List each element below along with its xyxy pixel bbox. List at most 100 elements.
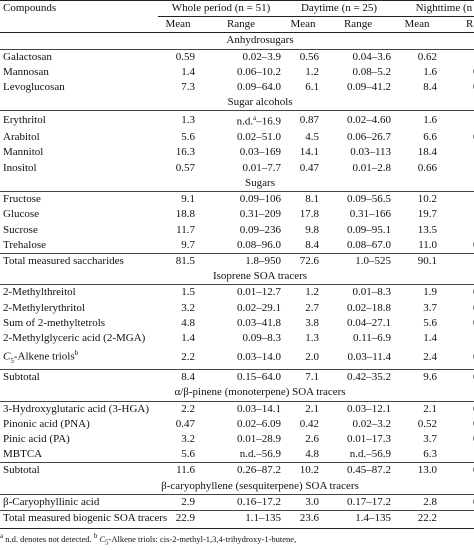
- mean-cell: 6.6: [423, 131, 438, 144]
- group-header: Daytime (n = 25): [284, 0, 395, 18]
- mean-cell: 0.59: [175, 50, 195, 63]
- section-heading: Isoprene SOA tracers: [0, 269, 474, 286]
- data-row: Mannitol16.30.03–16914.10.03–11318.40.03…: [0, 145, 474, 160]
- mean-cell: 8.1: [305, 193, 320, 206]
- mean-cell: 9.8: [305, 223, 320, 236]
- section-heading: Sugars: [0, 175, 474, 193]
- mean-cell: 2.8: [423, 495, 438, 508]
- mean-cell: 0.47: [299, 161, 320, 174]
- range-cell: 1.1–115: [440, 510, 474, 527]
- text-segment: 3-methyl-2,3,4-trihydroxy-1-butene, and …: [0, 548, 284, 550]
- compound-name: Total measured biogenic SOA tracers: [0, 510, 167, 527]
- range-cell: 0.06–10.2: [440, 65, 474, 80]
- range-cell: 0.11–6.9: [352, 331, 392, 344]
- range-cell: 0.02–6.09: [440, 417, 474, 432]
- range-cell: 0.03–41.8: [440, 316, 474, 331]
- mean-cell: 2.1: [305, 402, 320, 415]
- compound-name: Inositol: [3, 161, 37, 174]
- range-cell: 0.04–3.6: [352, 50, 392, 63]
- range-cell: 0.01–2.8: [352, 161, 392, 174]
- data-row: Inositol0.570.01–7.70.470.01–2.80.660.01…: [0, 161, 474, 176]
- data-row: Galactosan0.590.02–3.90.560.04–3.60.620.…: [0, 49, 474, 65]
- total-row: Total measured saccharides 81.5 1.8–950 72.…: [0, 252, 474, 270]
- mean-cell: 16.3: [175, 146, 195, 159]
- range-cell: 0.03–113: [350, 146, 392, 159]
- range-cell: 0.09–64.0: [237, 81, 282, 94]
- range-cell: 0.03–169: [239, 146, 282, 159]
- range-cell: 0.09–41.2: [347, 81, 392, 94]
- range-cell: n.d.–56.9: [349, 448, 392, 461]
- mean-cell: 14.1: [299, 146, 320, 159]
- range-cell: 0.02–4.60: [347, 114, 392, 127]
- group-header: Nighttime (n = 26): [394, 0, 474, 18]
- total-row: Subtotal8.40.15–64.07.10.42–35.29.60.15–…: [0, 369, 474, 386]
- mean-cell: 11.6: [158, 462, 198, 479]
- mean-cell: 5.6: [181, 131, 195, 144]
- range-cell: 0.01–8.3: [352, 286, 392, 299]
- mean-cell: 8.4: [423, 81, 438, 94]
- footnote: a n.d. denotes not detected. b C5-Alkene…: [0, 531, 474, 548]
- range-cell: 0.06–26.7: [347, 131, 392, 144]
- range-cell: 0.10–64.0: [440, 80, 474, 95]
- text-segment: C: [99, 533, 106, 544]
- range-cell: 0.02–3.2: [352, 417, 392, 430]
- mean-cell: 2.7: [305, 301, 320, 314]
- mean-cell: 10.2: [284, 462, 323, 479]
- subheader: Mean: [284, 16, 323, 34]
- mean-cell: 17.8: [299, 208, 320, 221]
- mean-cell: 1.3: [305, 331, 320, 344]
- range-cell: 0.03–12.1: [347, 402, 392, 415]
- section-heading: α/β-pinene (monoterpene) SOA tracers: [0, 385, 474, 402]
- mean-cell: 2.6: [305, 432, 320, 445]
- section-row: α/β-pinene (monoterpene) SOA tracers: [0, 385, 474, 402]
- range-cell: 0.02–3.9: [242, 50, 282, 63]
- group-header: Whole period (n = 51): [158, 0, 285, 18]
- range-cell: 1.8–950: [440, 252, 474, 270]
- mean-cell: 81.5: [158, 252, 198, 270]
- range-cell: 0.09–236: [440, 223, 474, 238]
- range-cell: 0.03–14.1: [237, 402, 282, 415]
- compound-name: Sucrose: [3, 223, 38, 236]
- range-cell: 0.01–7.7: [242, 161, 282, 174]
- range-cell: 0.05–14.0: [440, 346, 474, 370]
- text-segment: n.d.: [236, 116, 254, 129]
- mean-cell: 3.2: [181, 432, 195, 445]
- range-cell: 0.42–35.2: [322, 369, 395, 386]
- range-cell: n.d.–16.9: [440, 111, 474, 130]
- range-cell: 0.26–87.2: [198, 462, 285, 479]
- range-cell: 0.01–28.9: [440, 432, 474, 447]
- mean-cell: 13.5: [417, 223, 438, 236]
- mean-cell: 23.6: [284, 510, 323, 527]
- mean-cell: 2.2: [181, 351, 195, 364]
- data-row: 3-Hydroxyglutaric acid (3-HGA) 2.2 0.03–14…: [0, 401, 474, 417]
- text-segment: C: [3, 350, 11, 363]
- mean-cell: 0.52: [417, 417, 438, 430]
- mean-cell: 10.2: [417, 193, 438, 206]
- compound-name: Erythritol: [3, 114, 46, 127]
- compound-name: Subtotal: [0, 369, 158, 386]
- mean-cell: 1.4: [423, 331, 438, 344]
- text-segment: a: [0, 532, 4, 540]
- range-cell: 0.03–41.8: [237, 316, 282, 329]
- range-cell: 0.02–51.0: [237, 131, 282, 144]
- data-row: Arabitol5.60.02–51.04.50.06–26.76.60.02–…: [0, 130, 474, 145]
- range-cell: 1.8–950: [198, 252, 285, 270]
- compound-name: C5-Alkene triolsb: [0, 346, 158, 370]
- range-cell: 0.16–15.1: [440, 494, 474, 510]
- footnotes: a n.d. denotes not detected. b C5-Alkene…: [0, 528, 474, 550]
- mean-cell: 4.8: [305, 448, 320, 461]
- section-row: Sugar alcohols: [0, 95, 474, 112]
- mean-cell: 3.2: [181, 301, 195, 314]
- range-cell: 0.08–96.0: [237, 238, 282, 251]
- compound-name: β-Caryophyllinic acid: [3, 495, 100, 508]
- mean-cell: 4.5: [305, 131, 320, 144]
- mean-cell: 6.3: [423, 448, 438, 461]
- compound-name: Sum of 2-methyltetrols: [3, 316, 106, 329]
- mean-cell: 0.62: [417, 50, 438, 63]
- data-table: Compounds Whole period (n = 51) Daytime (n…: [0, 0, 474, 527]
- data-row: β-Caryophyllinic acid 2.9 0.16–17.2 3.0 0.17…: [0, 494, 474, 510]
- range-cell: 0.03–11.4: [347, 351, 392, 364]
- compound-name: Pinonic acid (PNA): [3, 417, 90, 430]
- compound-name: 3-Hydroxyglutaric acid (3-HGA): [3, 402, 150, 415]
